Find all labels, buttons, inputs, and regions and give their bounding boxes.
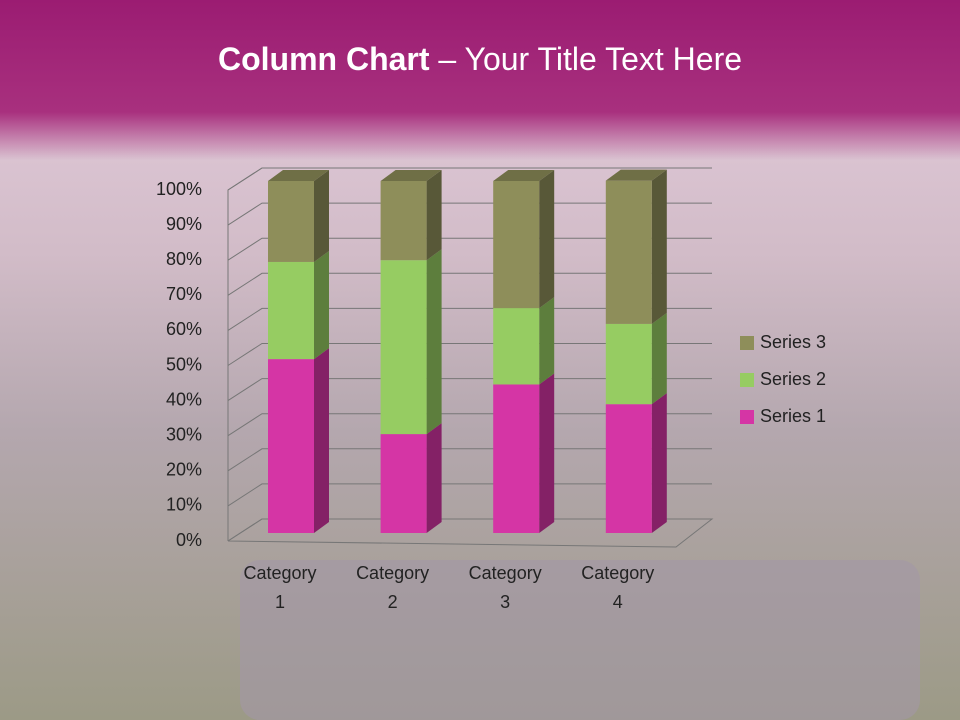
bar-side <box>314 170 329 262</box>
y-tick-label: 40% <box>166 389 202 409</box>
grid-line <box>227 237 712 261</box>
step-platform <box>240 560 920 720</box>
grid-line <box>227 448 712 472</box>
bar-side <box>539 170 555 309</box>
bar-side <box>539 297 555 385</box>
legend-label: Series 3 <box>760 332 826 352</box>
bar-segment <box>493 308 540 385</box>
bar-side <box>426 170 442 261</box>
title-rest: – Your Title Text Here <box>438 41 742 77</box>
title-bold: Column Chart <box>218 41 430 77</box>
x-tick-label: Category 2 <box>356 563 430 612</box>
bar-side <box>651 169 667 324</box>
bar-side <box>314 348 329 533</box>
grid-line <box>227 378 712 402</box>
grid-line <box>227 483 712 507</box>
bar-segment <box>268 181 314 262</box>
bar-segment <box>380 434 427 533</box>
bar-side <box>651 312 667 405</box>
bar-segment <box>493 384 540 533</box>
header-band <box>0 0 960 160</box>
y-tick-label: 10% <box>166 495 202 515</box>
y-tick-label: 70% <box>166 284 202 304</box>
grid-line <box>227 307 712 331</box>
bar-segment <box>380 181 427 261</box>
grid-line <box>227 167 712 191</box>
y-tick-label: 0% <box>176 530 202 550</box>
bar-segment <box>605 323 652 405</box>
legend-swatch <box>740 410 754 424</box>
bar-top <box>268 170 329 181</box>
y-tick-label: 20% <box>166 460 202 480</box>
bar-top <box>493 170 555 181</box>
x-tick-label: Category 4 <box>581 563 655 612</box>
grid-line <box>227 518 712 542</box>
legend-swatch <box>740 373 754 387</box>
bar-side <box>539 373 555 533</box>
y-tick-label: 50% <box>166 354 202 374</box>
grid-line <box>227 343 712 366</box>
legend-swatch <box>740 336 754 350</box>
bar-segment <box>605 404 652 533</box>
y-tick-label: 100% <box>156 179 202 199</box>
grid-line <box>227 202 712 226</box>
grid-line <box>227 272 712 296</box>
bar-segment <box>268 261 314 360</box>
bar-side <box>314 250 329 360</box>
x-tick-label: Category 1 <box>243 563 317 612</box>
bar-side <box>651 393 667 533</box>
legend-label: Series 2 <box>760 369 826 389</box>
x-tick-label: Category 3 <box>468 563 542 612</box>
bar-segment <box>605 180 652 324</box>
y-tick-label: 60% <box>166 319 202 339</box>
bar-segment <box>493 181 540 309</box>
slide-title: Column Chart – Your Title Text Here <box>218 41 742 77</box>
bar-top <box>380 170 442 181</box>
bar-top <box>605 169 667 181</box>
y-tick-label: 30% <box>166 424 202 444</box>
bar-segment <box>268 359 314 533</box>
bar-side <box>426 423 442 533</box>
grid-line <box>227 413 712 437</box>
bar-side <box>426 249 442 435</box>
legend-label: Series 1 <box>760 406 826 426</box>
y-tick-label: 90% <box>166 214 202 234</box>
bar-segment <box>380 260 427 435</box>
y-tick-label: 80% <box>166 249 202 269</box>
